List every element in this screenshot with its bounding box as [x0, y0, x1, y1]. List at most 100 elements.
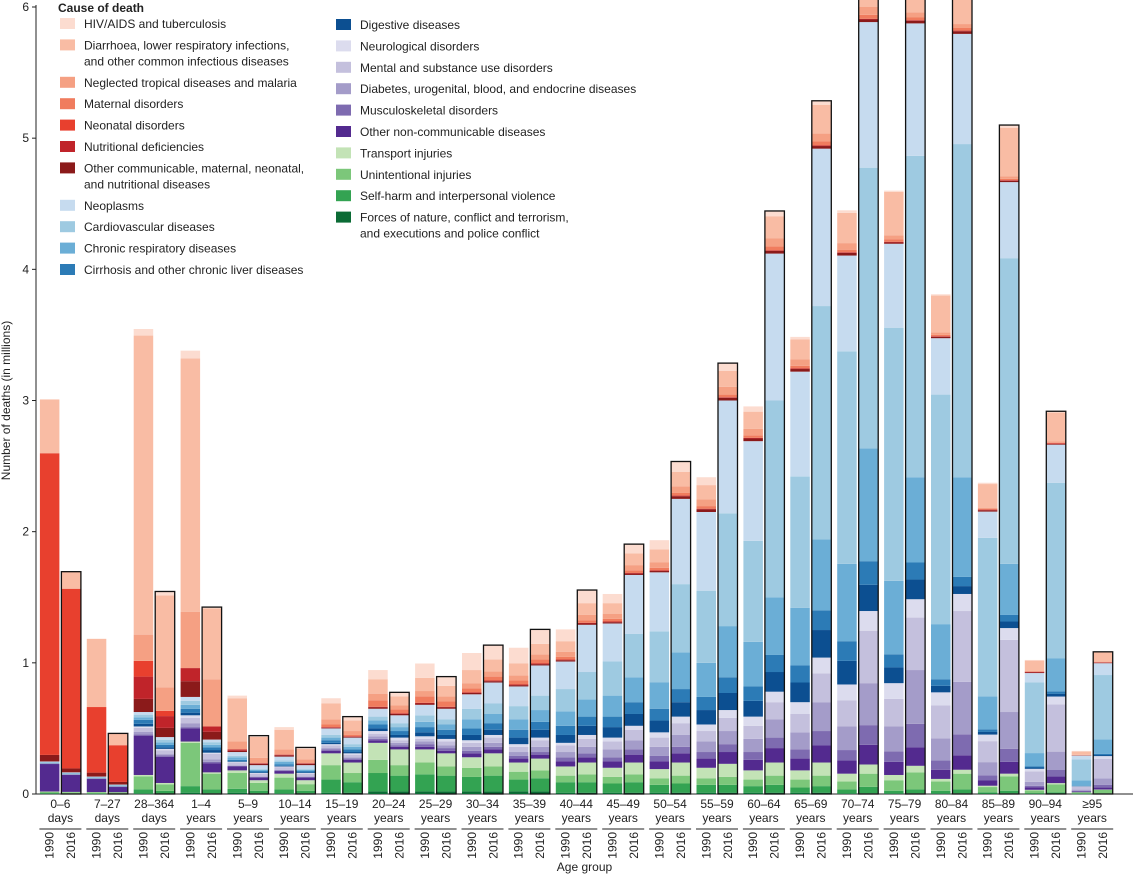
bar-segment: [624, 730, 644, 740]
bar-segment: [837, 761, 857, 774]
legend-label: Cirrhosis and other chronic liver diseas…: [84, 263, 303, 277]
bar-segment: [390, 776, 410, 792]
bar-segment: [181, 681, 201, 697]
bar-segment: [202, 740, 222, 743]
bar-segment: [1025, 790, 1045, 791]
bar-segment: [556, 711, 576, 725]
bar-segment: [812, 745, 832, 762]
bar-segment: [931, 294, 951, 295]
year-label: 2016: [627, 832, 641, 859]
bar-segment: [249, 763, 269, 764]
bar-segment: [40, 755, 60, 762]
bar-segment: [837, 684, 857, 700]
bar-segment: [1046, 784, 1066, 792]
bar-segment: [296, 774, 316, 777]
age-group-label: 7–27: [94, 797, 121, 811]
bar-segment: [181, 713, 201, 716]
bar-segment: [87, 792, 107, 793]
bar-segment: [484, 683, 504, 704]
legend-swatch: [336, 40, 351, 51]
bar-segment: [812, 105, 832, 134]
bar-segment: [837, 564, 857, 641]
bar-segment: [765, 251, 785, 254]
bar-segment: [884, 726, 904, 751]
year-label: 1990: [746, 832, 760, 859]
bar-segment: [884, 192, 904, 235]
bar-segment: [390, 705, 410, 709]
bar-segment: [790, 759, 810, 771]
bar-stack-1990: [509, 648, 529, 794]
bar-segment: [390, 765, 410, 775]
bar-segment: [274, 727, 294, 730]
bar-segment: [1093, 675, 1113, 739]
bar-segment: [155, 737, 175, 740]
bar-segment: [999, 176, 1019, 179]
bar-segment: [228, 770, 248, 773]
bar-segment: [134, 728, 154, 732]
bar-segment: [743, 770, 763, 779]
bar-segment: [577, 747, 597, 754]
bar-segment: [1025, 672, 1045, 673]
bar-segment: [931, 705, 951, 738]
bar-stack-1990: [321, 698, 341, 794]
bar-segment: [906, 580, 926, 600]
bar-segment: [437, 696, 457, 701]
bar-segment: [906, 766, 926, 773]
bar-segment: [509, 686, 529, 706]
bar-segment: [134, 635, 154, 661]
bar-segment: [603, 622, 623, 623]
bar-segment: [978, 792, 998, 793]
bar-segment: [134, 776, 154, 789]
bar-segment: [931, 624, 951, 679]
bar-segment: [274, 770, 294, 771]
year-label: 1990: [840, 832, 854, 859]
bar-segment: [577, 615, 597, 620]
bar-segment: [884, 793, 904, 794]
year-label: 1990: [418, 832, 432, 859]
bar-segment: [953, 770, 973, 774]
bar-segment: [743, 439, 763, 442]
year-label: 2016: [111, 832, 125, 859]
age-group-label: 80–84: [935, 797, 969, 811]
bar-segment: [953, 594, 973, 611]
bar-segment: [1093, 661, 1113, 662]
bar-segment: [509, 706, 529, 719]
bar-segment: [87, 707, 107, 773]
bar-segment: [743, 541, 763, 642]
age-group-unit: years: [749, 811, 778, 825]
bar-segment: [228, 793, 248, 794]
bar-segment: [415, 703, 435, 704]
bar-segment: [906, 156, 926, 477]
bar-stack-1990: [790, 337, 810, 794]
bar-segment: [509, 759, 529, 763]
bar-segment: [556, 726, 576, 735]
bar-segment: [509, 730, 529, 738]
bar-segment: [556, 793, 576, 794]
bar-segment: [837, 774, 857, 782]
bar-segment: [650, 709, 670, 721]
bar-segment: [155, 755, 175, 756]
bar-segment: [697, 710, 717, 724]
bar-segment: [321, 740, 341, 743]
bar-segment: [390, 715, 410, 723]
bar-segment: [812, 702, 832, 731]
bar-segment: [906, 670, 926, 724]
bar-segment: [718, 371, 738, 387]
bar-stack-2016: [108, 733, 128, 794]
bar-segment: [202, 742, 222, 745]
bar-segment: [743, 780, 763, 787]
bar-segment: [343, 738, 363, 745]
year-label: 2016: [439, 832, 453, 859]
bar-segment: [274, 766, 294, 767]
legend-label: Chronic respiratory diseases: [84, 242, 236, 256]
legend-item: Self-harm and interpersonal violence: [336, 189, 556, 203]
bar-segment: [1072, 751, 1092, 752]
bar-segment: [671, 689, 691, 702]
bar-segment: [1025, 682, 1045, 753]
bar-segment: [906, 0, 926, 12]
bar-segment: [765, 702, 785, 719]
bar-segment: [953, 682, 973, 734]
bar-segment: [1093, 755, 1113, 756]
bar-segment: [530, 740, 550, 747]
bar-segment: [296, 777, 316, 778]
